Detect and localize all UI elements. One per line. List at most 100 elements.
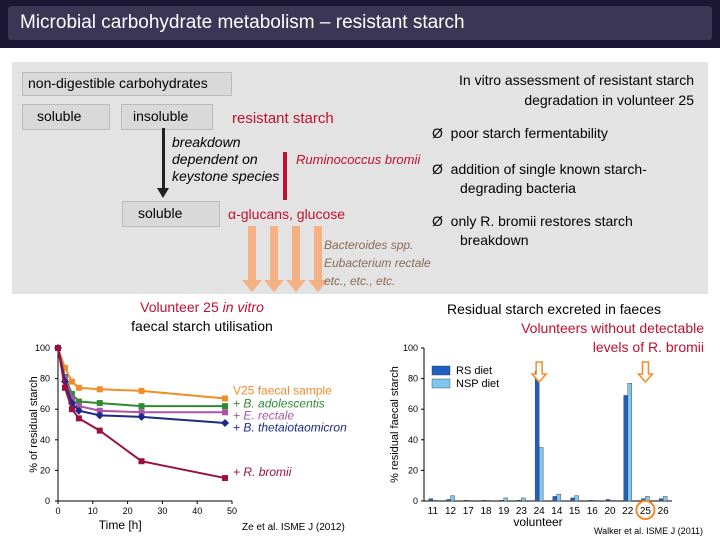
bullet-1: Ø poor starch fermentability [432, 124, 608, 143]
data-point [55, 345, 61, 351]
bullet-3: Ø only R. bromii restores starch breakdo… [432, 212, 633, 250]
x-axis-title: Time [h] [99, 518, 142, 532]
series-label-1: + B. adolescentis [233, 396, 325, 410]
y-tick-label: 40 [408, 435, 418, 445]
x-tick-label: 16 [587, 506, 599, 517]
series-label-2: + E. rectale [233, 408, 294, 422]
peach-arrow-4-head [308, 280, 328, 292]
highlight-circle [635, 500, 656, 520]
bar-26-0 [658, 498, 664, 502]
y-axis-title: % residual faecal starch [389, 366, 401, 483]
data-point [96, 427, 103, 434]
x-tick-label: 23 [516, 506, 528, 517]
bar-20-0 [605, 499, 611, 502]
x-tick-label: 0 [55, 506, 60, 516]
breakdown-line-1: breakdown [172, 134, 241, 150]
bar-11-1 [432, 500, 438, 502]
bar-14-1 [556, 493, 562, 502]
y-tick-label: 20 [40, 465, 50, 475]
series-label-4: + R. bromii [233, 465, 292, 479]
y-axis-title: % of residual starch [28, 376, 40, 473]
y-tick-label: 20 [408, 465, 418, 475]
right-heading-line-3: levels of R. bromii [592, 339, 704, 355]
bullet-arrow-icon: Ø [432, 161, 443, 177]
soluble-bottom-box [122, 201, 220, 227]
x-tick-label: 15 [569, 506, 581, 517]
bar-17-1 [468, 500, 473, 502]
legend-label-0: RS diet [456, 365, 492, 377]
series-label-0: V25 faecal sample [233, 383, 332, 397]
series-line-1 [57, 347, 226, 408]
data-point [138, 387, 145, 394]
x-tick-label: 25 [640, 506, 652, 517]
insoluble-label: insoluble [133, 108, 189, 124]
data-point [137, 412, 146, 421]
eubacterium-label: Eubacterium rectale [324, 256, 431, 270]
x-tick-label: 20 [123, 506, 133, 516]
down-arrow-icon [636, 361, 655, 384]
bar-20-1 [609, 500, 615, 502]
soluble-top-label: soluble [37, 108, 82, 124]
bar-19-1 [503, 497, 508, 502]
down-arrow-icon [530, 361, 548, 384]
x-tick-label: 19 [498, 506, 510, 517]
x-tick-label: 30 [157, 506, 167, 516]
data-point [138, 403, 145, 410]
bar-24-0 [534, 370, 540, 502]
bar-22-0 [623, 395, 628, 502]
resistant-starch-label: resistant starch [232, 110, 334, 127]
breakdown-line-2: dependent on [172, 151, 258, 167]
peach-arrow-2 [270, 226, 278, 282]
citation-right: Walker et al. ISME J (2011) [594, 526, 704, 536]
y-tick-label: 0 [45, 496, 50, 506]
invitro-heading: In vitro assessment of resistant starch … [442, 70, 694, 110]
peach-arrow-4 [314, 226, 322, 282]
bar-16-0 [588, 500, 593, 502]
x-tick-label: 17 [463, 506, 475, 517]
bar-23-0 [517, 500, 522, 502]
breakdown-line-3: keystone species [172, 168, 280, 184]
data-point [68, 390, 75, 397]
bar-15-1 [574, 495, 579, 502]
bullet-arrow-icon: Ø [432, 125, 443, 141]
data-point [222, 403, 229, 410]
left-chart-heading: Volunteer 25 in vitro faecal starch util… [112, 298, 292, 336]
etc-label: etc., etc., etc. [324, 274, 396, 288]
data-point [96, 386, 103, 393]
legend-label-1: NSP diet [456, 378, 499, 390]
bullet-2: Ø addition of single known starch- degra… [432, 160, 647, 198]
bar-24-1 [538, 447, 544, 502]
bullet-3-text: only R. bromii restores starch [450, 213, 633, 229]
data-point [75, 384, 82, 391]
breakdown-text: breakdown dependent on keystone species [172, 134, 279, 185]
data-point [68, 378, 75, 385]
x-tick-label: 24 [534, 506, 546, 517]
bar-12-1 [450, 495, 455, 502]
data-point [222, 475, 229, 482]
soluble-top-box [22, 104, 110, 130]
non-digestible-box [22, 72, 232, 96]
non-digestible-label: non-digestible carbohydrates [28, 75, 208, 91]
breakdown-arrow-head [157, 188, 169, 198]
data-point [138, 458, 145, 465]
title-bar-inner [8, 6, 712, 40]
right-heading-line-2: Volunteers without detectable [521, 320, 704, 336]
citation-left: Ze et al. ISME J (2012) [242, 522, 345, 533]
residual-starch-line-chart: 0 20 40 60 80 100 0 10 20 30 40 50 Time [h] % of resi… [28, 343, 347, 532]
slide-title: Microbial carbohydrate metabolism – resi… [20, 12, 465, 33]
y-tick-label: 60 [40, 404, 50, 414]
data-point [68, 406, 75, 413]
x-tick-label: 11 [428, 506, 439, 517]
data-point [75, 403, 82, 410]
bar-19-0 [499, 500, 504, 502]
legend-swatch-1 [431, 378, 451, 389]
bromii-red-bar [283, 152, 287, 200]
x-tick-label: 20 [604, 506, 616, 517]
peach-arrow-2-head [264, 280, 284, 292]
bar-26-1 [662, 496, 668, 502]
breakdown-arrow-shaft [162, 128, 165, 188]
peach-arrow-3-head [286, 280, 306, 292]
y-tick-label: 100 [35, 343, 50, 353]
data-point [222, 409, 229, 416]
bullet-2-text-cont: degrading bacteria [460, 180, 576, 196]
